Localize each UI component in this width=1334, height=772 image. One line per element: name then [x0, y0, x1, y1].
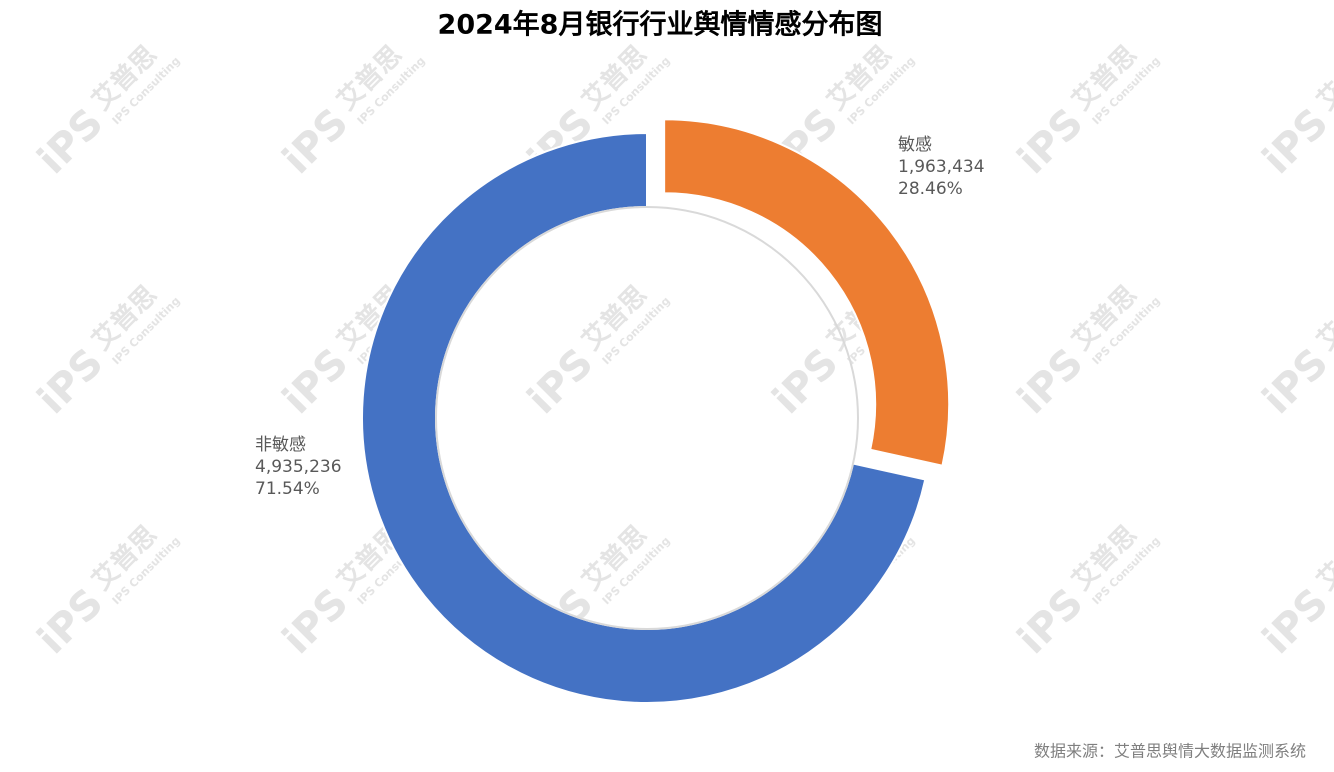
watermark-logo: iPS	[1009, 340, 1092, 423]
slice-name: 敏感	[898, 135, 932, 155]
watermark-logo: iPS	[1254, 580, 1334, 663]
watermark-logo: iPS	[1254, 100, 1334, 183]
watermark-logo: iPS	[1009, 100, 1092, 183]
value-label: 1,963,434	[898, 157, 985, 177]
watermark-logo: iPS	[764, 340, 847, 423]
watermark-logo: iPS	[519, 340, 602, 423]
watermark-logo: iPS	[274, 340, 357, 423]
watermark-brand: 艾普思	[1311, 279, 1334, 356]
inner-ring	[435, 206, 859, 630]
value-label: 4,935,236	[255, 457, 342, 477]
chart-title: 2024年8月银行行业舆情情感分布图	[438, 9, 883, 41]
watermark-logo: iPS	[1254, 340, 1334, 423]
watermark-logo: iPS	[29, 340, 112, 423]
watermark-logo: iPS	[274, 580, 357, 663]
watermark-logo: iPS	[29, 580, 112, 663]
watermark-brand: 艾普思	[1311, 519, 1334, 596]
donut-slice	[663, 118, 951, 467]
source-note: 数据来源：艾普思舆情大数据监测系统	[1034, 742, 1306, 761]
percent-label: 71.54%	[255, 479, 320, 499]
watermark-logo: iPS	[29, 100, 112, 183]
percent-label: 28.46%	[898, 179, 963, 199]
slice-name: 非敏感	[255, 435, 306, 455]
watermark-logo: iPS	[274, 100, 357, 183]
watermark-brand: 艾普思	[1311, 39, 1334, 116]
watermark-logo: iPS	[1009, 580, 1092, 663]
